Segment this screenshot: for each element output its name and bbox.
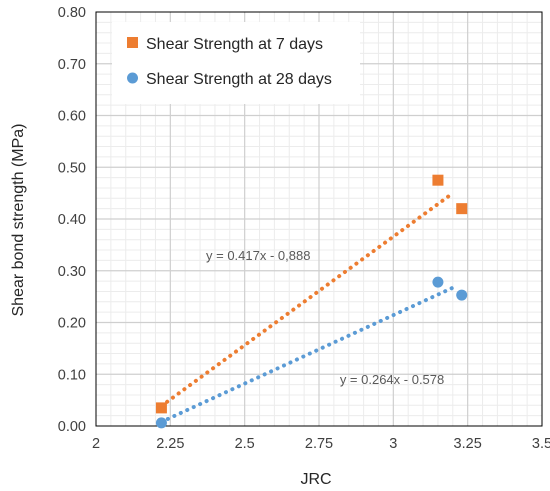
y-tick-label: 0.10: [58, 367, 86, 383]
trendline-equations: y = 0.417x - 0,888 y = 0.264x - 0.578: [206, 248, 444, 387]
data-point-28-days: [432, 276, 444, 288]
legend-label-28-days: Shear Strength at 28 days: [146, 71, 332, 88]
x-tick-label: 3.25: [454, 436, 482, 452]
data-point-28-days: [456, 289, 468, 301]
y-axis-tick-labels: 0.00 0.10 0.20 0.30 0.40 0.50 0.60 0.70 0.80: [58, 5, 86, 435]
x-tick-label: 2: [92, 436, 100, 452]
data-point-7-days: [155, 402, 167, 414]
y-tick-label: 0.40: [58, 212, 86, 228]
data-points: [155, 174, 468, 429]
plot-area-border: [95, 11, 543, 427]
y-tick-label: 0.00: [58, 419, 86, 435]
y-tick-label: 0.70: [58, 57, 86, 73]
trendline-equation-28-days: y = 0.264x - 0.578: [340, 372, 444, 387]
x-tick-label: 3: [389, 436, 397, 452]
legend-marker-circle: [127, 72, 138, 84]
x-tick-label: 2.5: [235, 436, 255, 452]
data-point-7-days: [456, 203, 468, 215]
legend-label-7-days: Shear Strength at 7 days: [146, 36, 323, 53]
y-axis-title: Shear bond strength (MPa): [10, 124, 27, 317]
y-tick-label: 0.30: [58, 264, 86, 280]
legend-background: [112, 22, 360, 104]
x-axis-title: JRC: [300, 471, 331, 488]
y-tick-label: 0.20: [58, 316, 86, 332]
data-point-7-days: [432, 174, 444, 186]
data-point-28-days: [155, 417, 167, 429]
trendline-equation-7-days: y = 0.417x - 0,888: [206, 248, 310, 263]
legend: Shear Strength at 7 days Shear Strength …: [112, 22, 360, 104]
y-tick-label: 0.60: [58, 109, 86, 125]
x-tick-label: 3.5: [532, 436, 550, 452]
x-tick-label: 2.25: [156, 436, 184, 452]
x-tick-label: 2.75: [305, 436, 333, 452]
legend-marker-square: [127, 37, 138, 48]
y-tick-label: 0.80: [58, 5, 86, 21]
x-axis-tick-labels: 2 2.25 2.5 2.75 3 3.25 3.5: [92, 436, 550, 452]
y-tick-label: 0.50: [58, 160, 86, 176]
